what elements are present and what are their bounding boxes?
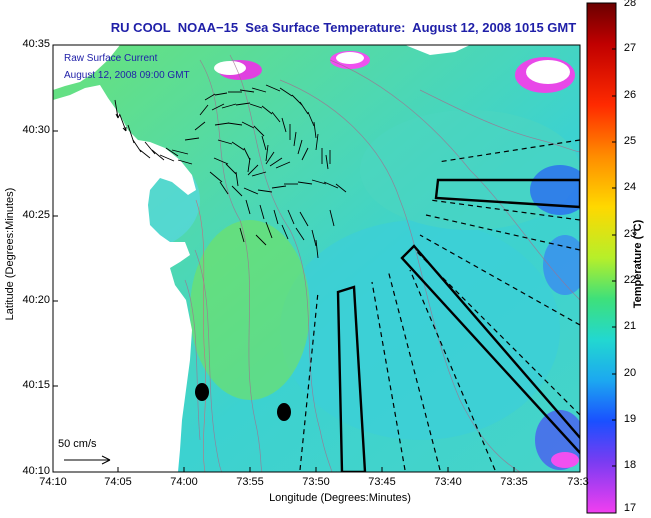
- map-area: [53, 45, 580, 472]
- colorbar-tick-label: 19: [623, 413, 637, 425]
- station-marker: [195, 383, 209, 401]
- colorbar-tick-label: 23: [623, 228, 637, 240]
- scale-arrow: [64, 455, 111, 465]
- y-tick-label: 40:25: [22, 209, 50, 221]
- colorbar-tick-label: 17: [623, 502, 637, 514]
- current-vectors: [114, 84, 347, 259]
- colorbar: [586, 2, 617, 514]
- colorbar-tick-label: 22: [623, 274, 637, 286]
- legend-line-2: August 12, 2008 09:00 GMT: [64, 70, 190, 81]
- x-tick-label: 73:55: [236, 476, 264, 488]
- land-north: [53, 45, 120, 90]
- x-tick-label: 73:50: [302, 476, 330, 488]
- x-tick-label: 74:00: [170, 476, 198, 488]
- x-tick-label: 73:3: [567, 476, 589, 488]
- colorbar-ticks: [612, 2, 616, 514]
- radar-lines: [299, 139, 580, 471]
- y-tick-label: 40:15: [22, 379, 50, 391]
- colorbar-tick-label: 27: [623, 42, 637, 54]
- map-title: RU COOL NOAA−15 Sea Surface Temperature:…: [110, 20, 577, 35]
- colorbar-tick-label: 26: [623, 89, 637, 101]
- x-tick-label: 73:35: [500, 476, 528, 488]
- y-tick-label: 40:20: [22, 294, 50, 306]
- x-tick-label: 73:40: [434, 476, 462, 488]
- y-axis-title: Latitude (Degrees:Minutes): [4, 187, 16, 321]
- y-tick-label: 40:10: [22, 465, 50, 477]
- x-tick-label: 74:10: [39, 476, 67, 488]
- colorbar-tick-label: 25: [623, 135, 637, 147]
- y-tick-label: 40:35: [22, 38, 50, 50]
- scale-label: 50 cm/s: [58, 438, 97, 450]
- colorbar-tick-label: 24: [623, 181, 637, 193]
- colorbar-tick-label: 21: [623, 320, 637, 332]
- legend-line-1: Raw Surface Current: [64, 53, 158, 64]
- x-tick-label: 74:05: [104, 476, 132, 488]
- x-tick-label: 73:45: [368, 476, 396, 488]
- land-new-jersey: [53, 85, 196, 472]
- study-boxes: [336, 178, 580, 472]
- station-marker: [277, 403, 291, 421]
- x-axis-title: Longitude (Degrees:Minutes): [269, 492, 411, 504]
- bathymetry-contours: [184, 54, 580, 472]
- colorbar-tick-label: 20: [623, 367, 637, 379]
- colorbar-tick-label: 28: [623, 0, 637, 9]
- axis-ticks: [52, 44, 515, 473]
- colorbar-tick-label: 18: [623, 459, 637, 471]
- y-tick-label: 40:30: [22, 124, 50, 136]
- colorbar-title: Temperature (°C): [632, 219, 644, 309]
